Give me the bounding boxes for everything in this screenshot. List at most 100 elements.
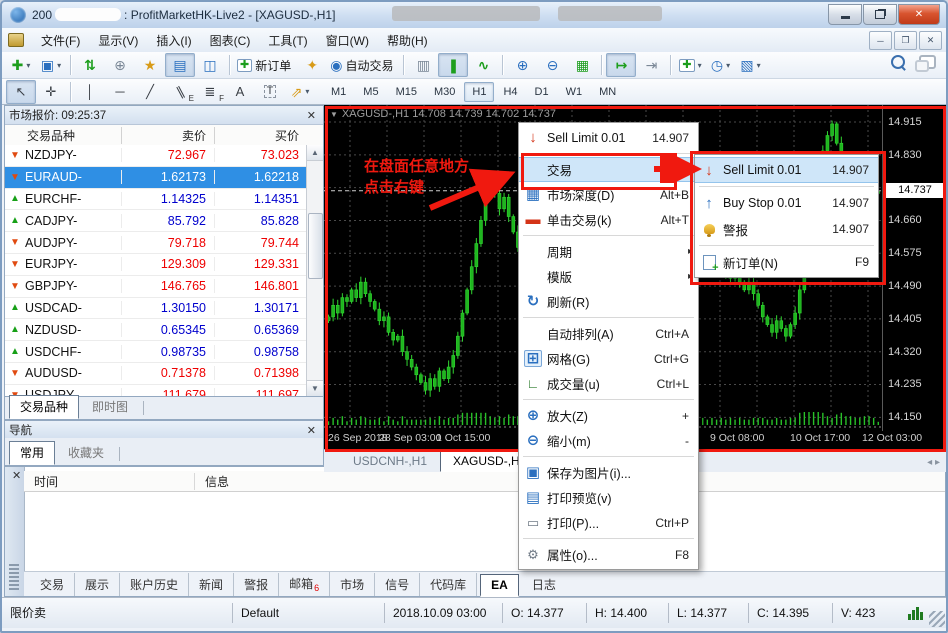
bar-chart-icon[interactable]: ▥	[408, 53, 438, 77]
periods-icon[interactable]: ◷ ▾	[705, 53, 735, 77]
tab-scroll-icons[interactable]: ◂ ▸	[927, 457, 940, 468]
market-watch-tab-即时图[interactable]: 即时图	[92, 400, 129, 414]
column-message[interactable]: 信息	[205, 474, 230, 489]
menu-工具(T)[interactable]: 工具(T)	[268, 33, 308, 48]
tick-chart-icon[interactable]: ⇅	[75, 53, 105, 77]
timeframe-W1[interactable]: W1	[565, 85, 583, 98]
trendline-icon[interactable]: ╱	[135, 80, 165, 104]
chart-shift-icon[interactable]: ⇥	[636, 53, 666, 77]
close-button[interactable]: ✕	[898, 4, 940, 25]
market-watch-row-CADJPY-[interactable]: ▲ CADJPY- 85.792 85.828	[5, 210, 307, 233]
menu-插入(I)[interactable]: 插入(I)	[156, 33, 192, 48]
auto-scroll-icon[interactable]: ↦	[606, 53, 637, 77]
column-time[interactable]: 时间	[24, 472, 195, 490]
scroll-up-icon[interactable]: ▲	[307, 145, 323, 161]
market-watch-scrollbar[interactable]: ▲ ▼	[306, 145, 323, 396]
terminal-tab-代码库[interactable]: 代码库	[420, 572, 478, 596]
context-menu-item-单击交易(k)[interactable]: ▬ 单击交易(k) Alt+T	[519, 207, 698, 232]
column-bid[interactable]: 卖价	[121, 127, 214, 144]
navigator-tab-常用[interactable]: 常用	[9, 441, 56, 465]
close-icon[interactable]: ✕	[12, 470, 22, 482]
timeframe-M5[interactable]: M5	[363, 85, 379, 98]
terminal-tab-信号[interactable]: 信号	[375, 572, 421, 596]
market-watch-row-AUDJPY-[interactable]: ▼ AUDJPY- 79.718 79.744	[5, 232, 307, 254]
context-menu-item-Sell Limit 0.01[interactable]: ↓ Sell Limit 0.01 14.907	[519, 125, 698, 150]
zoom-out-icon[interactable]: ⊖	[537, 53, 567, 77]
market-watch-row-EURJPY-[interactable]: ▼ EURJPY- 129.309 129.331	[5, 253, 307, 276]
context-menu-item-交易[interactable]: 交易	[519, 157, 698, 182]
crosshair-icon[interactable]: ✛	[36, 80, 66, 104]
close-icon[interactable]: ✕	[306, 424, 316, 437]
market-watch-tab-交易品种[interactable]: 交易品种	[9, 395, 80, 419]
market-watch-row-EURCHF-[interactable]: ▲ EURCHF- 1.14325 1.14351	[5, 188, 307, 211]
market-watch-row-GBPJPY-[interactable]: ▼ GBPJPY- 146.765 146.801	[5, 275, 307, 298]
scrollbar-thumb[interactable]	[308, 213, 323, 279]
timeframe-H1[interactable]: H1	[464, 81, 495, 102]
context-menu-item-打印(P)...[interactable]: ▭ 打印(P)... Ctrl+P	[519, 510, 698, 535]
column-ask[interactable]: 买价	[214, 127, 307, 144]
market-watch-row-USDJPY-[interactable]: ▼ USDJPY- 111.679 111.697	[5, 384, 307, 396]
resize-grip[interactable]	[929, 611, 945, 627]
indicators-icon[interactable]: ✚ ▾	[675, 53, 705, 77]
trade-submenu-item-Sell Limit 0.01[interactable]: ↓ Sell Limit 0.01 14.907	[695, 157, 878, 183]
zoom-in-icon[interactable]: ⊕	[507, 53, 537, 77]
timeframe-M30[interactable]: M30	[433, 85, 456, 98]
context-menu-item-缩小(m)[interactable]: ⊖ 缩小(m) -	[519, 428, 698, 453]
child-close-button[interactable]: ✕	[919, 31, 942, 50]
arrows-icon[interactable]: ⇗ ▾	[285, 80, 315, 104]
market-watch-icon[interactable]: ▤	[165, 53, 195, 77]
terminal-tab-交易[interactable]: 交易	[30, 572, 76, 596]
market-watch-row-EURAUD-[interactable]: ▼ EURAUD- 1.62173 1.62218	[5, 166, 307, 189]
navigator-tab-收藏夹[interactable]: 收藏夹	[68, 446, 105, 460]
timeframe-D1[interactable]: D1	[534, 85, 549, 98]
context-menu-item-成交量(u)[interactable]: ∟ 成交量(u) Ctrl+L	[519, 371, 698, 396]
terminal-tab-展示[interactable]: 展示	[75, 572, 121, 596]
hline-icon[interactable]: ─	[105, 80, 135, 104]
search-icon[interactable]	[891, 55, 905, 69]
menu-显示(V)[interactable]: 显示(V)	[98, 33, 139, 48]
candle-chart-icon[interactable]: ❚	[438, 53, 469, 77]
data-window-icon[interactable]: ◫	[195, 53, 225, 77]
vline-icon[interactable]: │	[75, 80, 105, 104]
child-minimize-button[interactable]: ─	[869, 31, 892, 50]
context-menu-item-放大(Z)[interactable]: ⊕ 放大(Z) +	[519, 403, 698, 428]
terminal-tab-新闻[interactable]: 新闻	[189, 572, 235, 596]
cursor-icon[interactable]: ↖	[6, 79, 36, 104]
timeframe-M15[interactable]: M15	[395, 85, 417, 98]
restore-button[interactable]	[863, 4, 897, 25]
market-watch-row-NZDUSD-[interactable]: ▲ NZDUSD- 0.65345 0.65369	[5, 319, 307, 342]
templates-folder-icon[interactable]: ★	[135, 53, 165, 77]
line-chart-icon[interactable]: ∿	[468, 53, 498, 77]
timeframe-MN[interactable]: MN	[599, 85, 617, 98]
timeframe-M1[interactable]: M1	[331, 85, 347, 98]
child-restore-button[interactable]: ❐	[894, 31, 917, 50]
market-watch-row-USDCAD-[interactable]: ▲ USDCAD- 1.30150 1.30171	[5, 297, 307, 320]
new-chart-icon[interactable]: ✚ ▾	[6, 53, 36, 77]
chevron-down-icon[interactable]: ▼	[330, 110, 338, 119]
context-menu-item-保存为图片(i)...[interactable]: ▣ 保存为图片(i)...	[519, 460, 698, 485]
market-watch-row-NZDJPY-[interactable]: ▼ NZDJPY- 72.967 73.023	[5, 145, 307, 167]
chat-icon[interactable]	[915, 55, 936, 72]
terminal-tab-市场[interactable]: 市场	[330, 572, 376, 596]
crosshair-target-icon[interactable]: ⊕	[105, 53, 135, 77]
tile-windows-icon[interactable]: ▦	[567, 53, 597, 77]
context-menu-item-属性(o)...[interactable]: ⚙ 属性(o)... F8	[519, 542, 698, 567]
context-menu-item-网格(G)[interactable]: ⊞ 网格(G) Ctrl+G	[519, 346, 698, 371]
terminal-tab-邮箱[interactable]: 邮箱6	[279, 572, 331, 596]
menu-窗口(W)[interactable]: 窗口(W)	[325, 33, 369, 48]
context-menu-item-周期[interactable]: 周期 ▸	[519, 239, 698, 264]
chart-window-icon[interactable]	[8, 33, 24, 47]
chart-tab-USDCNH-,H1[interactable]: USDCNH-,H1	[353, 454, 428, 468]
new-order-icon[interactable]: ✚ 新订单	[234, 53, 297, 77]
column-symbol[interactable]: 交易品种	[27, 129, 76, 143]
template-apply-icon[interactable]: ▧ ▾	[735, 53, 765, 77]
menu-文件(F)[interactable]: 文件(F)	[41, 33, 81, 48]
context-menu-item-自动排列(A)[interactable]: 自动排列(A) Ctrl+A	[519, 321, 698, 346]
text-a-icon[interactable]: A	[225, 80, 255, 104]
context-menu-item-市场深度(D)[interactable]: ▦ 市场深度(D) Alt+B	[519, 182, 698, 207]
minimize-button[interactable]	[828, 4, 862, 25]
expert-horn-icon[interactable]: ✦	[297, 53, 327, 77]
terminal-tab-日志[interactable]: 日志	[531, 577, 556, 592]
timeframe-H4[interactable]: H4	[503, 85, 518, 98]
terminal-tab-账户历史[interactable]: 账户历史	[120, 572, 190, 596]
